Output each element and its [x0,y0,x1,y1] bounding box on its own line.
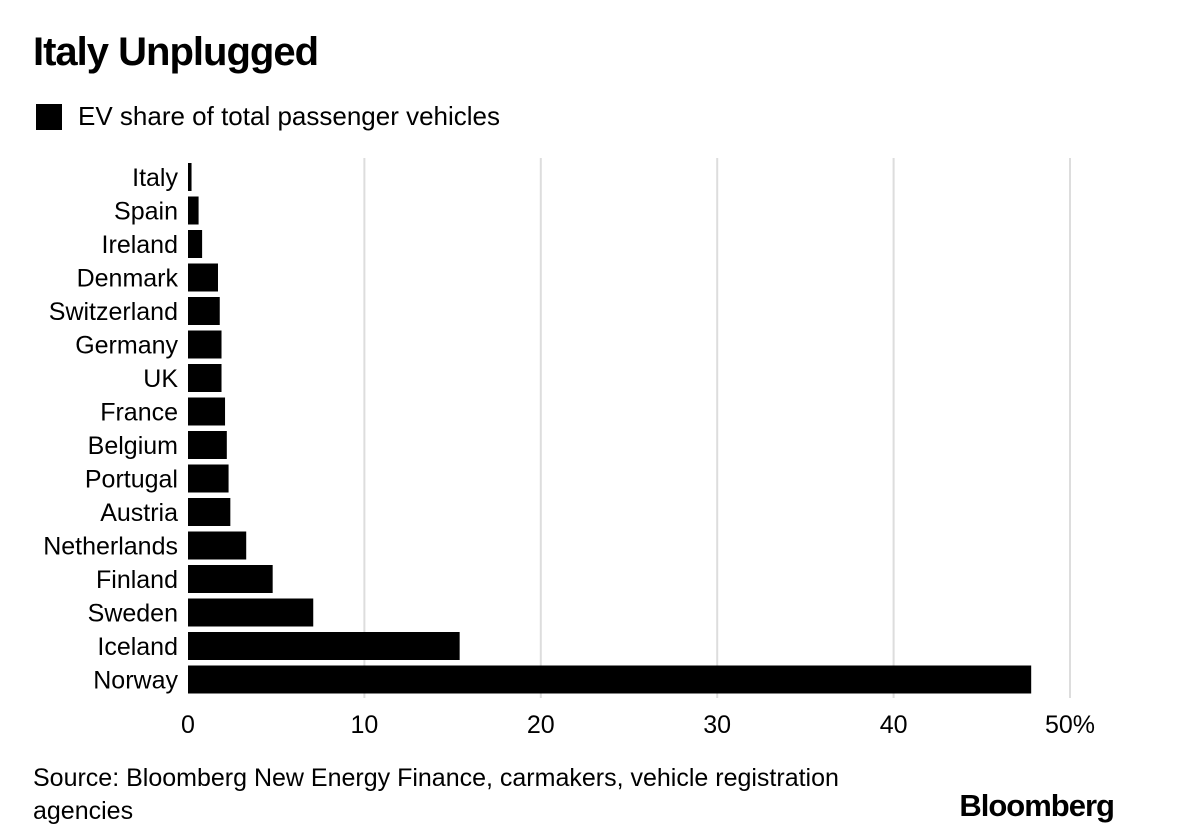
category-label: Spain [114,198,178,226]
bar [188,565,273,593]
chart-title: Italy Unplugged [33,30,319,74]
category-label: Portugal [85,466,178,494]
category-label: Germany [75,332,178,360]
category-label: Switzerland [49,298,178,326]
category-label: Sweden [88,600,178,628]
category-label: Norway [93,667,178,695]
bar [188,431,227,459]
x-tick-label: 30 [703,711,731,739]
bar [188,263,218,292]
bar [188,665,1032,694]
x-tick-label: 20 [527,711,555,739]
source-note: Source: Bloomberg New Energy Finance, ca… [33,764,839,825]
category-label: Netherlands [43,533,178,561]
legend-label: EV share of total passenger vehicles [78,101,501,131]
category-label: Iceland [97,633,178,661]
category-label: Belgium [88,432,178,460]
x-tick-label: 0 [181,711,195,739]
x-tick-label: 50% [1045,711,1095,739]
category-label: Denmark [77,265,179,293]
bar-chart: Italy Spain Ireland Denmark Switzerland Germa… [43,158,1095,739]
category-label: Austria [100,499,178,527]
bar [188,364,222,392]
category-label: France [100,399,178,427]
x-tick-label: 10 [350,711,378,739]
bar [188,598,314,627]
bar [188,464,229,493]
category-label: Finland [96,566,178,594]
category-label: UK [143,365,178,393]
x-tick-label: 40 [880,711,908,739]
brand-logo: Bloomberg [959,788,1115,823]
bar [188,330,222,359]
bar [188,397,226,426]
legend-swatch [36,103,62,130]
bar [188,531,247,560]
bar [188,196,199,225]
category-label: Italy [132,164,178,192]
bar [188,297,220,325]
bar [188,230,203,258]
bar [188,498,231,526]
bar [188,163,192,191]
category-label: Ireland [102,231,178,259]
legend: EV share of total passenger vehicles [36,101,500,132]
bar [188,632,460,660]
